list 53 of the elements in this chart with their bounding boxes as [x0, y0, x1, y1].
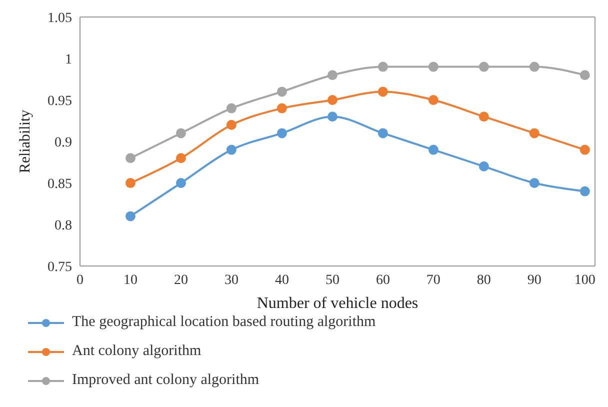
- point: [580, 186, 590, 196]
- point: [428, 144, 438, 155]
- point: [428, 95, 438, 105]
- y-axis-title: Reliability: [17, 109, 34, 174]
- x-tick-label: 40: [274, 272, 289, 288]
- x-tick-label: 50: [325, 272, 340, 288]
- point: [125, 153, 136, 164]
- point: [226, 103, 236, 114]
- x-tick-label: 0: [76, 272, 84, 288]
- point: [529, 178, 540, 188]
- point: [327, 112, 338, 122]
- point: [580, 144, 590, 155]
- point: [176, 153, 186, 164]
- point: [176, 128, 186, 138]
- point: [378, 86, 388, 97]
- x-tick-label: 70: [426, 272, 440, 288]
- legend-label: Improved ant colony algorithm: [72, 372, 260, 389]
- y-tick-label: 0.85: [48, 176, 72, 192]
- legend-label: The geographical location based routing algorithm: [72, 314, 376, 331]
- y-tick-label: 0.8: [54, 218, 72, 234]
- point: [529, 128, 540, 138]
- x-tick-label: 60: [376, 272, 390, 288]
- y-tick-label: 0.9: [54, 135, 72, 150]
- point: [378, 128, 388, 138]
- point: [125, 211, 136, 222]
- legend-label: Ant colony algorithm: [72, 343, 202, 360]
- point: [428, 62, 438, 72]
- point: [276, 128, 287, 138]
- x-tick-label: 90: [527, 272, 542, 288]
- point: [176, 178, 186, 188]
- x-axis-title: Number of vehicle nodes: [256, 295, 418, 312]
- x-tick-label: 30: [224, 272, 238, 288]
- point: [226, 144, 236, 155]
- y-tick-label: 0.95: [48, 94, 72, 109]
- point: [327, 70, 338, 80]
- point: [276, 103, 287, 114]
- y-tick-label: 1: [65, 52, 72, 68]
- y-tick-label: 1.05: [48, 10, 72, 26]
- point: [378, 62, 388, 72]
- point: [125, 178, 136, 188]
- x-tick-label: 100: [574, 272, 596, 288]
- y-tick-label: 0.75: [48, 260, 72, 275]
- x-tick-label: 20: [174, 272, 188, 288]
- point: [529, 62, 540, 72]
- point: [276, 86, 287, 97]
- point: [327, 95, 338, 105]
- x-tick-label: 80: [476, 272, 491, 288]
- point: [226, 120, 236, 130]
- point: [580, 70, 590, 80]
- point: [478, 62, 489, 72]
- point: [478, 161, 489, 172]
- point: [478, 112, 489, 122]
- x-tick-label: 10: [123, 272, 138, 288]
